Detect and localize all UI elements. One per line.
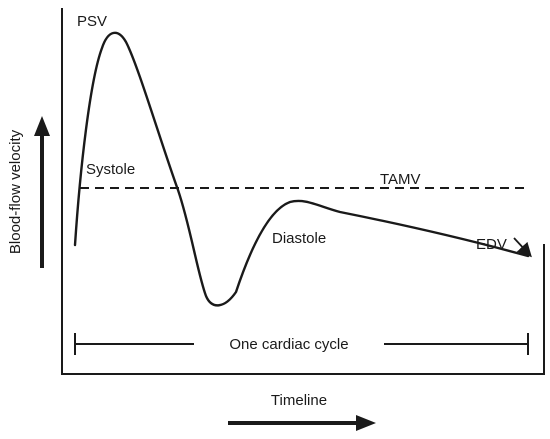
- edv-arrow: [513, 237, 532, 258]
- psv-label: PSV: [77, 13, 107, 30]
- diastole-label: Diastole: [272, 230, 326, 247]
- y-axis-label: Blood-flow velocity: [7, 129, 24, 254]
- y-axis-arrowhead: [34, 116, 50, 136]
- x-axis-arrowhead: [356, 415, 376, 431]
- frame-box: [61, 8, 545, 375]
- cycle-label: One cardiac cycle: [229, 336, 348, 353]
- edv-label: EDV: [476, 236, 507, 253]
- x-axis-label: Timeline: [271, 392, 327, 409]
- velocity-waveform: [73, 31, 530, 307]
- systole-label: Systole: [86, 161, 135, 178]
- tamv-label: TAMV: [380, 171, 421, 188]
